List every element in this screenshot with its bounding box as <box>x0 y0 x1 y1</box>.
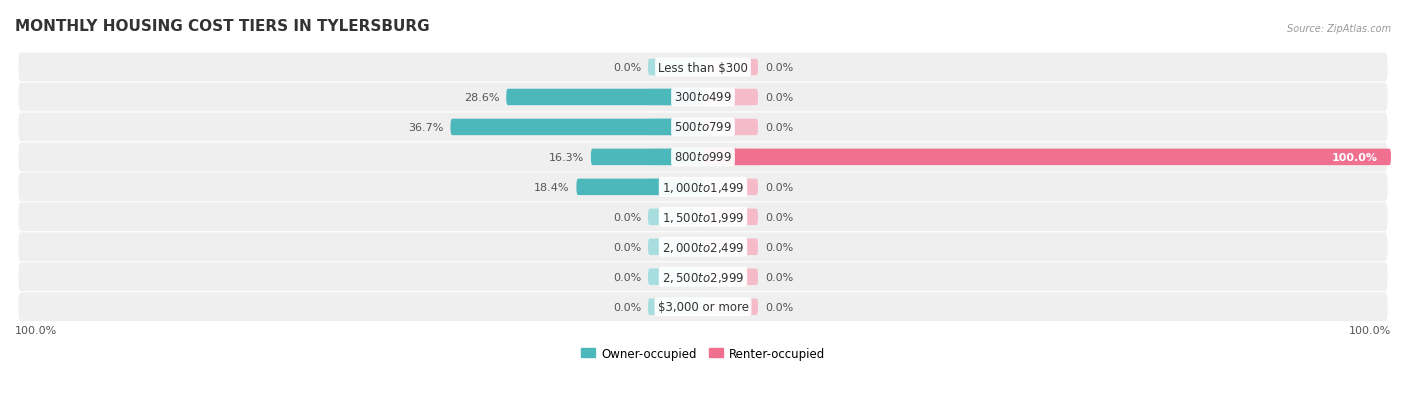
Text: 0.0%: 0.0% <box>613 272 641 282</box>
FancyBboxPatch shape <box>591 149 703 166</box>
Text: $2,000 to $2,499: $2,000 to $2,499 <box>662 240 744 254</box>
FancyBboxPatch shape <box>18 143 1388 172</box>
FancyBboxPatch shape <box>703 209 758 225</box>
Text: $3,000 or more: $3,000 or more <box>658 301 748 313</box>
FancyBboxPatch shape <box>703 179 758 196</box>
FancyBboxPatch shape <box>648 269 703 285</box>
Text: 0.0%: 0.0% <box>613 302 641 312</box>
FancyBboxPatch shape <box>648 179 703 196</box>
FancyBboxPatch shape <box>703 59 758 76</box>
FancyBboxPatch shape <box>703 299 758 315</box>
Text: 16.3%: 16.3% <box>548 152 583 162</box>
Text: Source: ZipAtlas.com: Source: ZipAtlas.com <box>1286 24 1391 33</box>
Text: $300 to $499: $300 to $499 <box>673 91 733 104</box>
FancyBboxPatch shape <box>703 269 758 285</box>
FancyBboxPatch shape <box>18 83 1388 112</box>
FancyBboxPatch shape <box>576 179 703 196</box>
FancyBboxPatch shape <box>18 233 1388 261</box>
FancyBboxPatch shape <box>648 209 703 225</box>
FancyBboxPatch shape <box>703 119 758 136</box>
Text: 18.4%: 18.4% <box>534 183 569 192</box>
Text: 28.6%: 28.6% <box>464 93 499 103</box>
Text: $1,000 to $1,499: $1,000 to $1,499 <box>662 180 744 195</box>
Text: 0.0%: 0.0% <box>613 242 641 252</box>
Text: 100.0%: 100.0% <box>1331 152 1378 162</box>
FancyBboxPatch shape <box>648 119 703 136</box>
FancyBboxPatch shape <box>648 299 703 315</box>
FancyBboxPatch shape <box>703 149 758 166</box>
Text: 36.7%: 36.7% <box>408 123 444 133</box>
Text: 0.0%: 0.0% <box>613 212 641 222</box>
Text: 0.0%: 0.0% <box>765 302 793 312</box>
FancyBboxPatch shape <box>18 113 1388 142</box>
Text: 100.0%: 100.0% <box>15 325 58 335</box>
FancyBboxPatch shape <box>18 54 1388 82</box>
Text: 0.0%: 0.0% <box>765 272 793 282</box>
FancyBboxPatch shape <box>18 263 1388 292</box>
FancyBboxPatch shape <box>648 59 703 76</box>
Legend: Owner-occupied, Renter-occupied: Owner-occupied, Renter-occupied <box>576 342 830 364</box>
Text: MONTHLY HOUSING COST TIERS IN TYLERSBURG: MONTHLY HOUSING COST TIERS IN TYLERSBURG <box>15 19 430 33</box>
Text: Less than $300: Less than $300 <box>658 62 748 74</box>
Text: 0.0%: 0.0% <box>765 63 793 73</box>
Text: 0.0%: 0.0% <box>765 183 793 192</box>
FancyBboxPatch shape <box>18 173 1388 202</box>
Text: 0.0%: 0.0% <box>765 93 793 103</box>
Text: $2,500 to $2,999: $2,500 to $2,999 <box>662 270 744 284</box>
FancyBboxPatch shape <box>506 90 703 106</box>
Text: $800 to $999: $800 to $999 <box>673 151 733 164</box>
Text: 0.0%: 0.0% <box>765 242 793 252</box>
FancyBboxPatch shape <box>450 119 703 136</box>
Text: $500 to $799: $500 to $799 <box>673 121 733 134</box>
FancyBboxPatch shape <box>648 239 703 255</box>
FancyBboxPatch shape <box>703 239 758 255</box>
Text: $1,500 to $1,999: $1,500 to $1,999 <box>662 210 744 224</box>
FancyBboxPatch shape <box>648 149 703 166</box>
FancyBboxPatch shape <box>18 203 1388 232</box>
FancyBboxPatch shape <box>703 90 758 106</box>
FancyBboxPatch shape <box>648 90 703 106</box>
Text: 0.0%: 0.0% <box>765 212 793 222</box>
Text: 0.0%: 0.0% <box>765 123 793 133</box>
FancyBboxPatch shape <box>703 149 1391 166</box>
FancyBboxPatch shape <box>18 293 1388 321</box>
Text: 0.0%: 0.0% <box>613 63 641 73</box>
Text: 100.0%: 100.0% <box>1348 325 1391 335</box>
